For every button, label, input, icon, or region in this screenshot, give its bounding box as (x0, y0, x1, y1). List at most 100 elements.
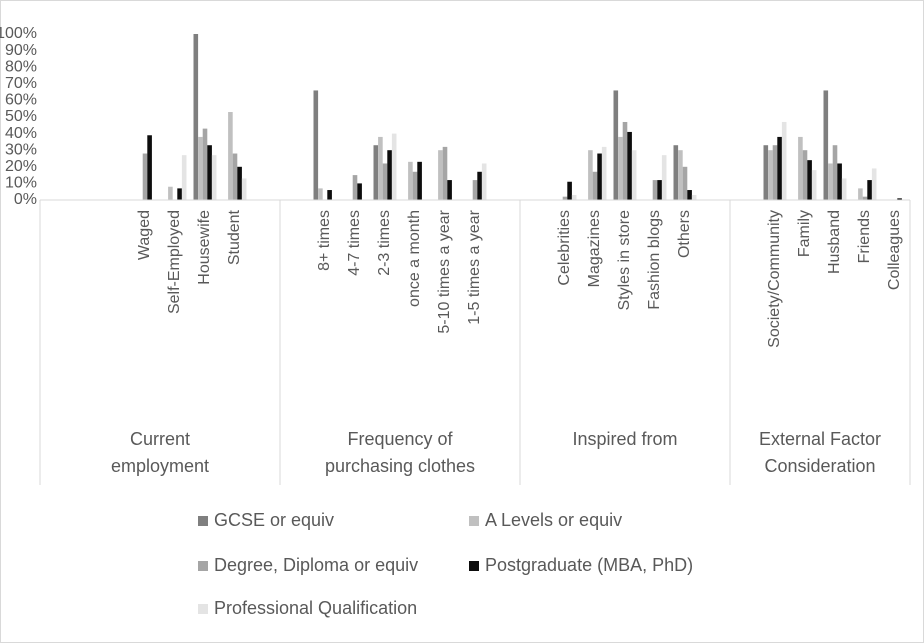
bar (691, 195, 697, 200)
bar (232, 153, 238, 200)
bar (237, 166, 242, 200)
bar (867, 180, 872, 200)
bar (211, 155, 217, 200)
bar (472, 180, 478, 200)
y-tick-label: 20% (5, 158, 37, 175)
bar (588, 150, 593, 200)
bar (828, 163, 833, 200)
bar (661, 155, 667, 200)
bar (657, 180, 662, 200)
bar (832, 145, 838, 200)
bar (571, 195, 577, 200)
y-tick-label: 50% (5, 108, 37, 125)
legend-label: Postgraduate (MBA, PhD) (485, 555, 693, 575)
bar (601, 146, 607, 200)
legend-swatch (469, 561, 479, 571)
bar (781, 121, 787, 200)
bar (811, 170, 817, 200)
bar (837, 163, 842, 200)
bar (207, 145, 212, 200)
y-tick-label: 30% (5, 141, 37, 158)
bar (357, 183, 362, 200)
legend-label: Degree, Diploma or equiv (214, 555, 418, 575)
bar (352, 175, 358, 200)
bar (777, 136, 782, 200)
bar (327, 190, 332, 200)
x-tick-label: Friends (856, 210, 873, 263)
bar (652, 180, 658, 200)
bar (802, 150, 808, 200)
bar (181, 155, 187, 200)
y-tick-label: 0% (14, 191, 37, 208)
bar (597, 153, 602, 200)
bar (442, 146, 448, 200)
bar (387, 150, 392, 200)
bar (627, 131, 632, 200)
bar (592, 171, 598, 200)
bar (438, 150, 443, 200)
legend-swatch (198, 516, 208, 526)
bar (678, 150, 683, 200)
bar (177, 188, 182, 200)
x-tick-label: 2-3 times (376, 210, 393, 276)
bar (313, 90, 319, 200)
x-tick-label: Waged (136, 210, 153, 260)
legend-label: A Levels or equiv (485, 510, 622, 530)
bar (622, 121, 628, 200)
group-label: purchasing clothes (325, 456, 475, 476)
y-tick-label: 10% (5, 175, 37, 192)
bar (618, 136, 623, 200)
group-label: Inspired from (572, 429, 677, 449)
bar (768, 150, 773, 200)
bar (687, 190, 692, 200)
x-tick-label: Self-Employed (166, 210, 183, 314)
bar (241, 178, 247, 200)
x-tick-label: Celebrities (556, 210, 573, 286)
bar (412, 171, 418, 200)
y-tick-label: 90% (5, 42, 37, 59)
x-tick-label: 1-5 times a year (466, 209, 483, 324)
legend-label: Professional Qualification (214, 598, 417, 618)
bar (147, 135, 152, 200)
bar (562, 196, 568, 200)
bar (481, 163, 487, 200)
bar (447, 180, 452, 200)
x-tick-label: Husband (826, 210, 843, 274)
bar (168, 186, 173, 200)
bar (763, 145, 769, 200)
y-tick-label: 60% (5, 92, 37, 109)
group-label: External Factor (759, 429, 881, 449)
x-tick-label: Student (226, 209, 243, 265)
x-tick-label: 5-10 times a year (436, 209, 453, 333)
x-tick-label: Housewife (196, 210, 213, 285)
x-tick-label: Fashion blogs (646, 210, 663, 310)
bar (567, 181, 572, 200)
y-tick-label: 80% (5, 58, 37, 75)
x-tick-label: Magazines (586, 210, 603, 287)
group-label: Current (130, 429, 190, 449)
x-tick-label: once a month (406, 210, 423, 307)
bar (871, 168, 877, 200)
bar (373, 145, 379, 200)
bar (408, 161, 413, 200)
y-tick-label: 70% (5, 75, 37, 92)
bar (631, 150, 637, 200)
bar (378, 136, 383, 200)
bar (798, 136, 803, 200)
x-tick-label: 4-7 times (346, 210, 363, 276)
legend-swatch (198, 604, 208, 614)
group-label: Frequency of (347, 429, 453, 449)
bar (807, 160, 812, 200)
bar (382, 163, 388, 200)
y-tick-label: 40% (5, 125, 37, 142)
y-tick-label: 100% (0, 25, 37, 42)
group-label: Consideration (764, 456, 875, 476)
bar (858, 188, 863, 200)
x-tick-label: Society/Community (766, 210, 783, 348)
bar (198, 136, 203, 200)
x-tick-label: 8+ times (316, 210, 333, 271)
bar (193, 34, 199, 200)
bar (682, 166, 688, 200)
bar (772, 145, 778, 200)
bar (673, 145, 679, 200)
